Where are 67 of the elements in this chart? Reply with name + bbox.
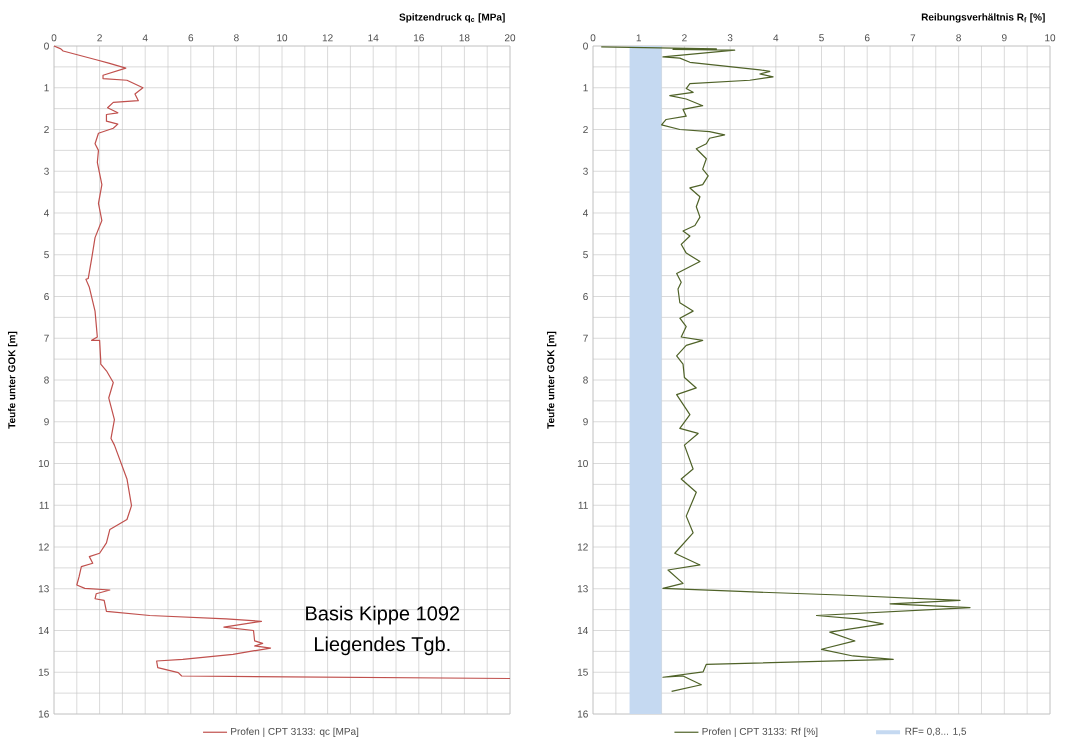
y-tick-label: 7 <box>583 334 588 342</box>
x-tick-label: 3 <box>727 34 733 42</box>
y-tick-label: 13 <box>577 585 588 593</box>
x-tick-label: 16 <box>414 34 424 42</box>
y-tick-label: 16 <box>38 710 49 718</box>
y-tick-label: 14 <box>38 626 49 634</box>
y-tick-label: 15 <box>38 668 49 676</box>
x-tick-label: 0 <box>51 34 57 42</box>
legend-label: Profen | CPT 3133: qc [MPa] <box>231 727 359 737</box>
y-tick-label: 5 <box>583 251 588 259</box>
y-axis-title: Teufe unter GOK [m] <box>546 331 557 429</box>
y-tick-label: 6 <box>44 292 49 300</box>
x-tick-label: 9 <box>1001 34 1007 42</box>
legend-label: Profen | CPT 3133: Rf [%] <box>702 727 818 737</box>
y-tick-label: 10 <box>38 459 49 467</box>
x-tick-label: 14 <box>368 34 379 42</box>
legend-label: RF= 0,8... 1,5 <box>905 727 967 736</box>
y-tick-label: 9 <box>44 418 49 426</box>
x-tick-label: 8 <box>234 34 239 42</box>
y-tick-label: 7 <box>44 334 49 342</box>
x-tick-label: 2 <box>682 34 687 42</box>
x-tick-label: 6 <box>864 34 870 42</box>
y-tick-label: 15 <box>577 668 588 676</box>
y-tick-label: 0 <box>583 42 588 50</box>
x-tick-label: 4 <box>773 34 779 42</box>
x-axis-title: Reibungsverhältnis R$_{f}$ [%] <box>921 13 1045 23</box>
x-tick-label: 0 <box>590 34 596 42</box>
y-tick-label: 0 <box>44 42 49 50</box>
x-tick-label: 6 <box>188 34 194 42</box>
y-tick-label: 12 <box>38 543 49 551</box>
x-tick-label: 10 <box>277 34 288 42</box>
annotation: Liegendes Tgb. <box>315 636 450 656</box>
x-tick-label: 18 <box>459 34 470 42</box>
y-tick-label: 9 <box>583 418 588 426</box>
y-tick-label: 2 <box>44 125 49 133</box>
y-tick-label: 4 <box>582 209 589 217</box>
y-tick-label: 12 <box>577 543 588 551</box>
y-tick-label: 3 <box>583 167 588 175</box>
x-axis-title: Spitzendruck q$_{c}$ [MPa] <box>399 13 505 23</box>
y-tick-label: 8 <box>583 376 588 384</box>
y-tick-label: 13 <box>38 585 49 593</box>
x-tick-label: 1 <box>636 34 642 42</box>
y-tick-label: 5 <box>44 251 49 259</box>
x-tick-label: 8 <box>956 34 961 42</box>
y-tick-label: 11 <box>39 501 49 509</box>
line-series <box>600 46 971 692</box>
x-tick-label: 2 <box>97 34 102 42</box>
x-tick-label: 7 <box>910 34 916 42</box>
line-series <box>53 45 511 680</box>
x-tick-label: 20 <box>504 34 516 42</box>
y-tick-label: 2 <box>583 125 588 133</box>
y-tick-label: 6 <box>583 292 588 300</box>
x-tick-label: 10 <box>1045 34 1056 42</box>
x-tick-label: 5 <box>819 34 824 42</box>
y-tick-label: 8 <box>44 376 49 384</box>
y-tick-label: 1 <box>44 84 49 92</box>
y-tick-label: 11 <box>578 501 588 509</box>
x-tick-label: 4 <box>142 34 148 42</box>
x-tick-label: 12 <box>322 34 333 42</box>
y-tick-label: 3 <box>44 167 49 175</box>
y-tick-label: 1 <box>583 84 588 92</box>
y-tick-label: 10 <box>577 459 588 467</box>
y-tick-label: 4 <box>43 209 49 217</box>
y-axis-title: Teufe unter GOK [m] <box>7 331 18 429</box>
y-tick-label: 16 <box>577 710 588 718</box>
y-tick-label: 14 <box>577 626 589 634</box>
annotation: Basis Kippe 1092 <box>306 605 460 625</box>
